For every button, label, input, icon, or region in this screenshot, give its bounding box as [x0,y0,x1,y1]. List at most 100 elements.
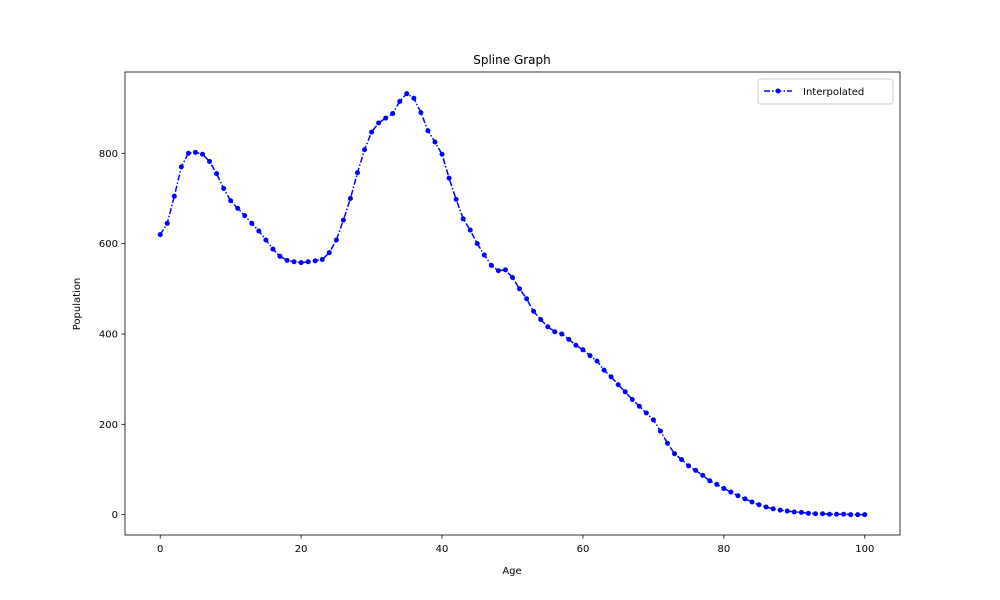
data-point [545,324,551,330]
data-point [608,374,614,380]
data-point [340,217,346,223]
data-point [488,262,494,268]
data-point [573,342,579,348]
data-point [284,257,290,263]
data-point [580,347,586,353]
data-point [566,336,572,342]
chart-title: Spline Graph [473,53,551,67]
data-point [432,139,438,145]
legend-marker-sample [775,88,781,94]
data-point [679,457,685,463]
data-point [221,186,227,192]
data-point [777,507,783,513]
data-point [531,308,537,314]
data-point [228,198,234,204]
data-point [390,111,396,117]
data-point [157,232,163,238]
y-axis: 0 200 400 600 800 [99,149,125,521]
data-point [735,493,741,499]
data-point [742,496,748,502]
data-point [848,512,854,518]
data-point [770,506,776,512]
y-tick-label: 200 [99,420,118,431]
x-axis: 0 20 40 60 80 100 [157,535,874,555]
data-point [200,151,205,157]
y-tick-label: 400 [99,329,118,340]
data-point [834,511,840,517]
data-point [362,147,368,153]
x-tick-label: 60 [577,544,590,555]
data-point [657,428,663,434]
data-point [277,253,283,259]
series-layer [157,91,868,518]
data-point [355,170,360,176]
data-point [749,499,755,505]
y-tick-label: 0 [112,510,118,521]
data-point [629,396,635,402]
data-point [559,331,565,337]
data-point [502,267,508,273]
data-point [763,504,769,510]
data-point [178,164,184,170]
data-point [383,115,389,121]
data-point [510,275,515,281]
data-point [524,296,530,302]
data-point [827,511,833,517]
data-point [291,259,297,265]
data-point [347,195,353,201]
data-point [326,250,332,256]
data-point [855,512,861,518]
data-point [249,220,255,226]
data-point [171,193,177,199]
data-point [207,158,213,164]
data-point [552,329,558,335]
data-point [700,472,706,478]
data-point [474,241,480,247]
data-point [418,110,424,116]
data-point [756,502,762,508]
data-point [805,510,811,516]
data-point [256,228,262,234]
data-point [650,417,656,423]
data-point [446,175,452,181]
legend: Interpolated [757,78,894,105]
x-tick-label: 80 [717,544,730,555]
data-point [791,509,797,515]
x-tick-label: 40 [436,544,449,555]
x-axis-label: Age [502,566,521,577]
data-point [707,478,713,484]
plot-area [124,71,901,536]
data-point [467,227,473,233]
x-tick-label: 100 [855,544,874,555]
data-point [820,511,825,517]
legend-label: Interpolated [803,87,864,98]
data-point [376,120,382,126]
data-point [622,389,628,395]
data-point [411,95,417,101]
data-point [714,481,720,487]
plot-frame [124,71,901,536]
data-point [643,410,649,416]
data-point [192,149,198,155]
data-point [439,151,445,157]
data-point [517,286,523,292]
series-line [159,92,865,516]
data-point [665,440,670,446]
data-point [862,512,868,518]
data-point [319,256,325,262]
data-point [369,129,375,135]
data-point [721,485,727,491]
data-point [841,511,847,517]
data-point [601,367,607,373]
data-point [594,358,600,364]
data-point [587,353,593,359]
data-point [615,382,621,388]
data-point [270,246,276,252]
data-point [693,467,699,473]
data-point [235,205,241,211]
data-point [305,259,311,265]
y-tick-label: 800 [99,149,118,160]
data-point [495,268,501,274]
data-point [453,196,459,202]
